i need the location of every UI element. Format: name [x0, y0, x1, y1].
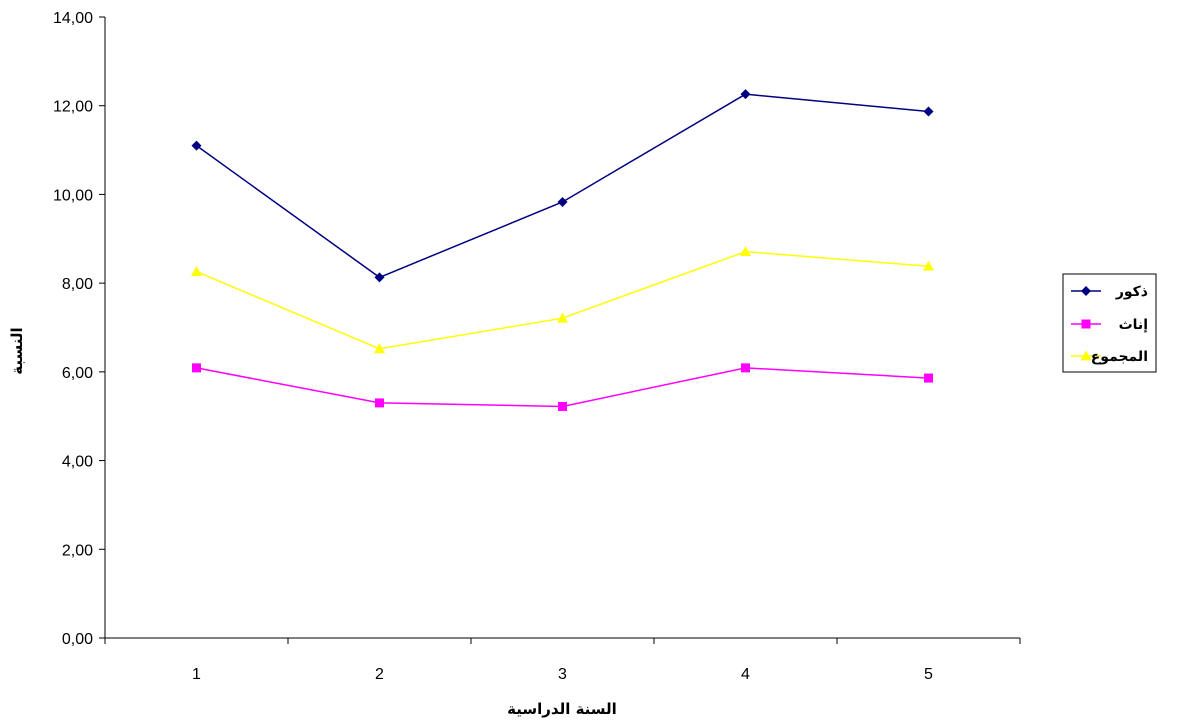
x-tick-label: 2: [375, 666, 384, 683]
data-point: [557, 312, 568, 323]
data-point: [558, 401, 567, 411]
x-axis: 1 2 3 4 5: [104, 637, 1021, 683]
x-axis-title: السنة الدراسية: [507, 700, 617, 718]
data-point: [924, 373, 933, 383]
y-axis: 0,00 2,00 4,00 6,00 8,00 10,00 12,00 14,00: [53, 10, 106, 648]
series-line: [196, 367, 929, 408]
legend-marker: [1081, 319, 1091, 329]
legend: ذكور إناث المجموع: [1062, 273, 1157, 373]
data-point: [374, 343, 385, 354]
series-2: [192, 363, 933, 411]
data-point: [740, 246, 751, 257]
data-point: [923, 260, 934, 271]
data-point: [191, 266, 202, 277]
y-tick-label: 4,00: [62, 454, 93, 471]
data-point: [192, 363, 201, 373]
series-1: [191, 89, 934, 283]
x-tick-label: 3: [558, 666, 567, 683]
data-point: [741, 363, 750, 373]
y-tick-label: 0,00: [62, 631, 93, 648]
legend-item: ذكور: [1071, 284, 1148, 300]
y-tick-label: 10,00: [53, 187, 93, 204]
legend-marker: [1080, 350, 1092, 361]
y-tick-label: 8,00: [62, 276, 93, 293]
y-tick-label: 14,00: [53, 10, 93, 27]
x-tick-label: 4: [741, 666, 750, 683]
y-tick-label: 12,00: [53, 99, 93, 116]
data-point: [374, 272, 385, 283]
series-line: [196, 250, 929, 350]
legend-item: إناث: [1071, 317, 1148, 333]
data-point: [740, 89, 751, 100]
legend-item: المجموع: [1071, 349, 1148, 365]
data-point: [923, 106, 934, 117]
data-point: [191, 140, 202, 151]
series-layer: [191, 89, 934, 411]
legend-label: ذكور: [1115, 284, 1148, 300]
series-3: [191, 246, 934, 354]
legend-label: إناث: [1119, 317, 1148, 333]
y-tick-label: 6,00: [62, 365, 93, 382]
x-tick-label: 5: [924, 666, 933, 683]
y-axis-title: النسبة: [8, 327, 26, 374]
y-tick-label: 2,00: [62, 542, 93, 559]
legend-label: المجموع: [1091, 349, 1148, 365]
series-line: [196, 93, 929, 279]
legend-marker: [1081, 286, 1091, 296]
data-point: [375, 398, 384, 408]
x-tick-label: 1: [192, 666, 201, 683]
data-point: [557, 196, 568, 207]
